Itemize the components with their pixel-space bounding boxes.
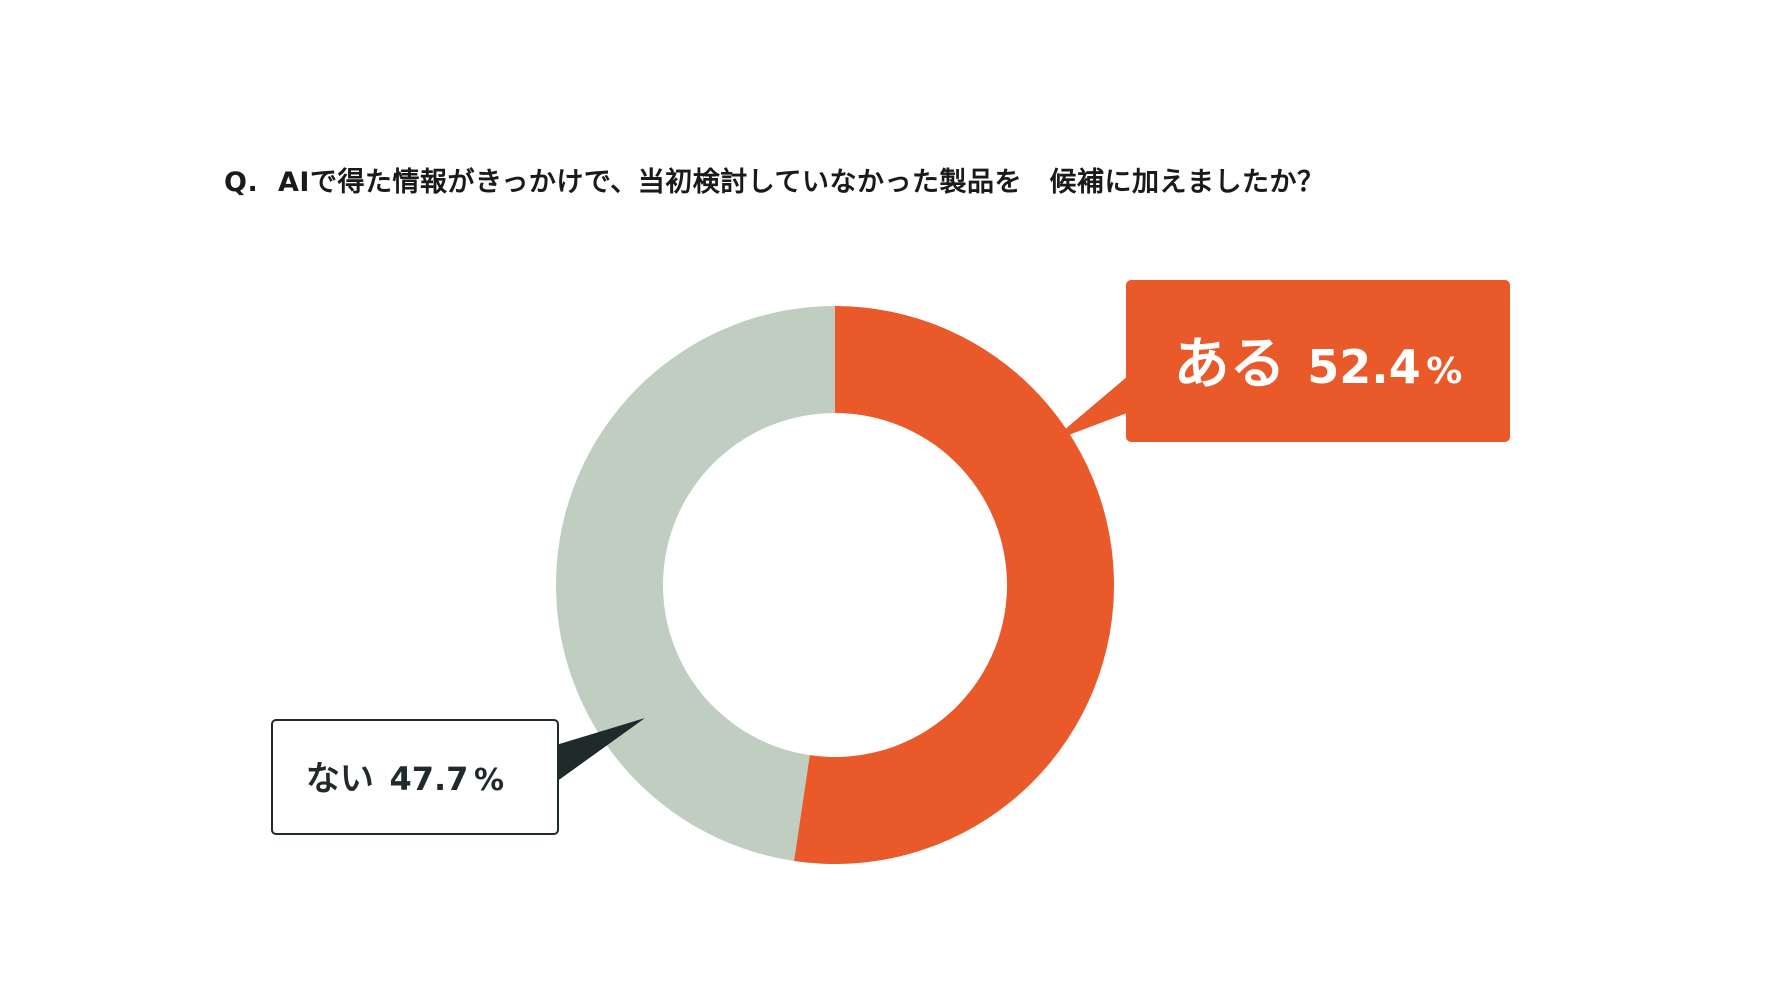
callout-no-pointer [556, 718, 645, 782]
callout-no-unit: % [474, 763, 504, 798]
callout-no-box [271, 719, 559, 835]
callout-no: ない 47.7 % [271, 718, 645, 835]
callout-yes-text: ある 52.4 % [1174, 332, 1463, 397]
callout-yes-label: ある [1174, 332, 1286, 397]
callout-yes-box [1126, 280, 1510, 442]
chart-title: Q. AIで得た情報がきっかけで、当初検討していなかった製品を 候補に加えました… [224, 167, 1325, 198]
callout-no-label: ない [306, 759, 374, 799]
callout-yes-unit: % [1426, 351, 1462, 392]
callout-yes: ある 52.4 % [1050, 280, 1510, 442]
callout-yes-value: 52.4 [1307, 340, 1421, 394]
donut-slice-yes [793, 306, 1114, 864]
callout-no-text: ない 47.7 % [306, 759, 504, 799]
donut-slice-no [555, 306, 835, 861]
callout-no-value: 47.7 [389, 760, 468, 798]
callout-yes-pointer [1050, 370, 1135, 442]
donut-slices [555, 306, 1114, 864]
